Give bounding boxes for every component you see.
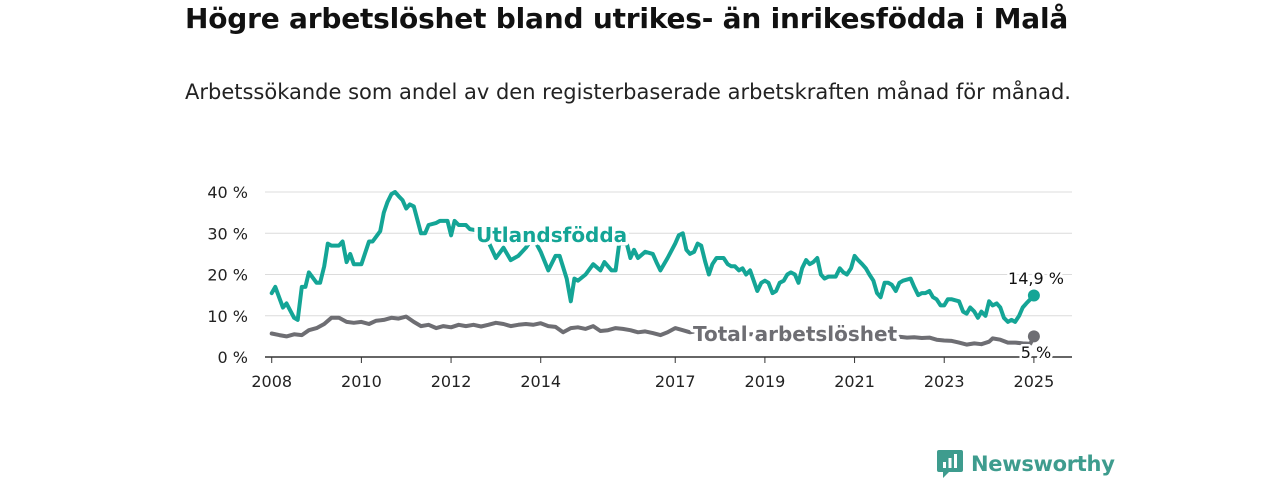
series-name-label: Total arbetslöshet xyxy=(693,322,898,346)
x-axis-ticks: 2008 2010 2012 2014 2017 2019 2021 2023 2025 xyxy=(251,357,1054,391)
y-tick-label: 30 % xyxy=(207,224,248,243)
series-end-point xyxy=(1027,289,1040,302)
x-tick-label: 2023 xyxy=(924,372,965,391)
series-line xyxy=(269,314,1036,347)
x-tick-label: 2017 xyxy=(655,372,696,391)
series-labels: Utlandsfödda Total arbetslöshet 14,9 % 5 % xyxy=(473,220,1067,365)
y-tick-label: 40 % xyxy=(207,183,248,202)
chart-subtitle: Arbetssökande som andel av den registerb… xyxy=(185,80,1071,104)
x-tick-label: 2012 xyxy=(431,372,472,391)
series-line xyxy=(269,190,1036,324)
y-axis-ticks: 0 % 10 % 20 % 30 % 40 % xyxy=(207,183,248,367)
series-name-label: Utlandsfödda xyxy=(476,223,627,247)
newsworthy-chart-icon xyxy=(937,450,963,478)
y-tick-label: 20 % xyxy=(207,266,248,285)
x-tick-label: 2008 xyxy=(251,372,292,391)
series-end-label: 5 % xyxy=(1021,343,1051,362)
series-lines xyxy=(269,190,1040,347)
x-tick-label: 2014 xyxy=(520,372,561,391)
grid-lines xyxy=(265,191,1072,358)
x-tick-label: 2025 xyxy=(1014,372,1055,391)
y-tick-label: 10 % xyxy=(207,307,248,326)
line-chart: 0 % 10 % 20 % 30 % 40 % 2008 2010 2012 2014 2017… xyxy=(207,183,1072,391)
x-tick-label: 2010 xyxy=(341,372,382,391)
x-tick-label: 2021 xyxy=(834,372,875,391)
x-tick-label: 2019 xyxy=(745,372,786,391)
series-end-label: 14,9 % xyxy=(1008,269,1064,288)
chart-title: Högre arbetslöshet bland utrikes- än inr… xyxy=(185,2,1069,35)
y-tick-label: 0 % xyxy=(218,348,248,367)
brand-logo[interactable]: Newsworthy xyxy=(937,449,1115,479)
brand-name: Newsworthy xyxy=(971,452,1115,476)
series-end-point xyxy=(1027,330,1040,343)
